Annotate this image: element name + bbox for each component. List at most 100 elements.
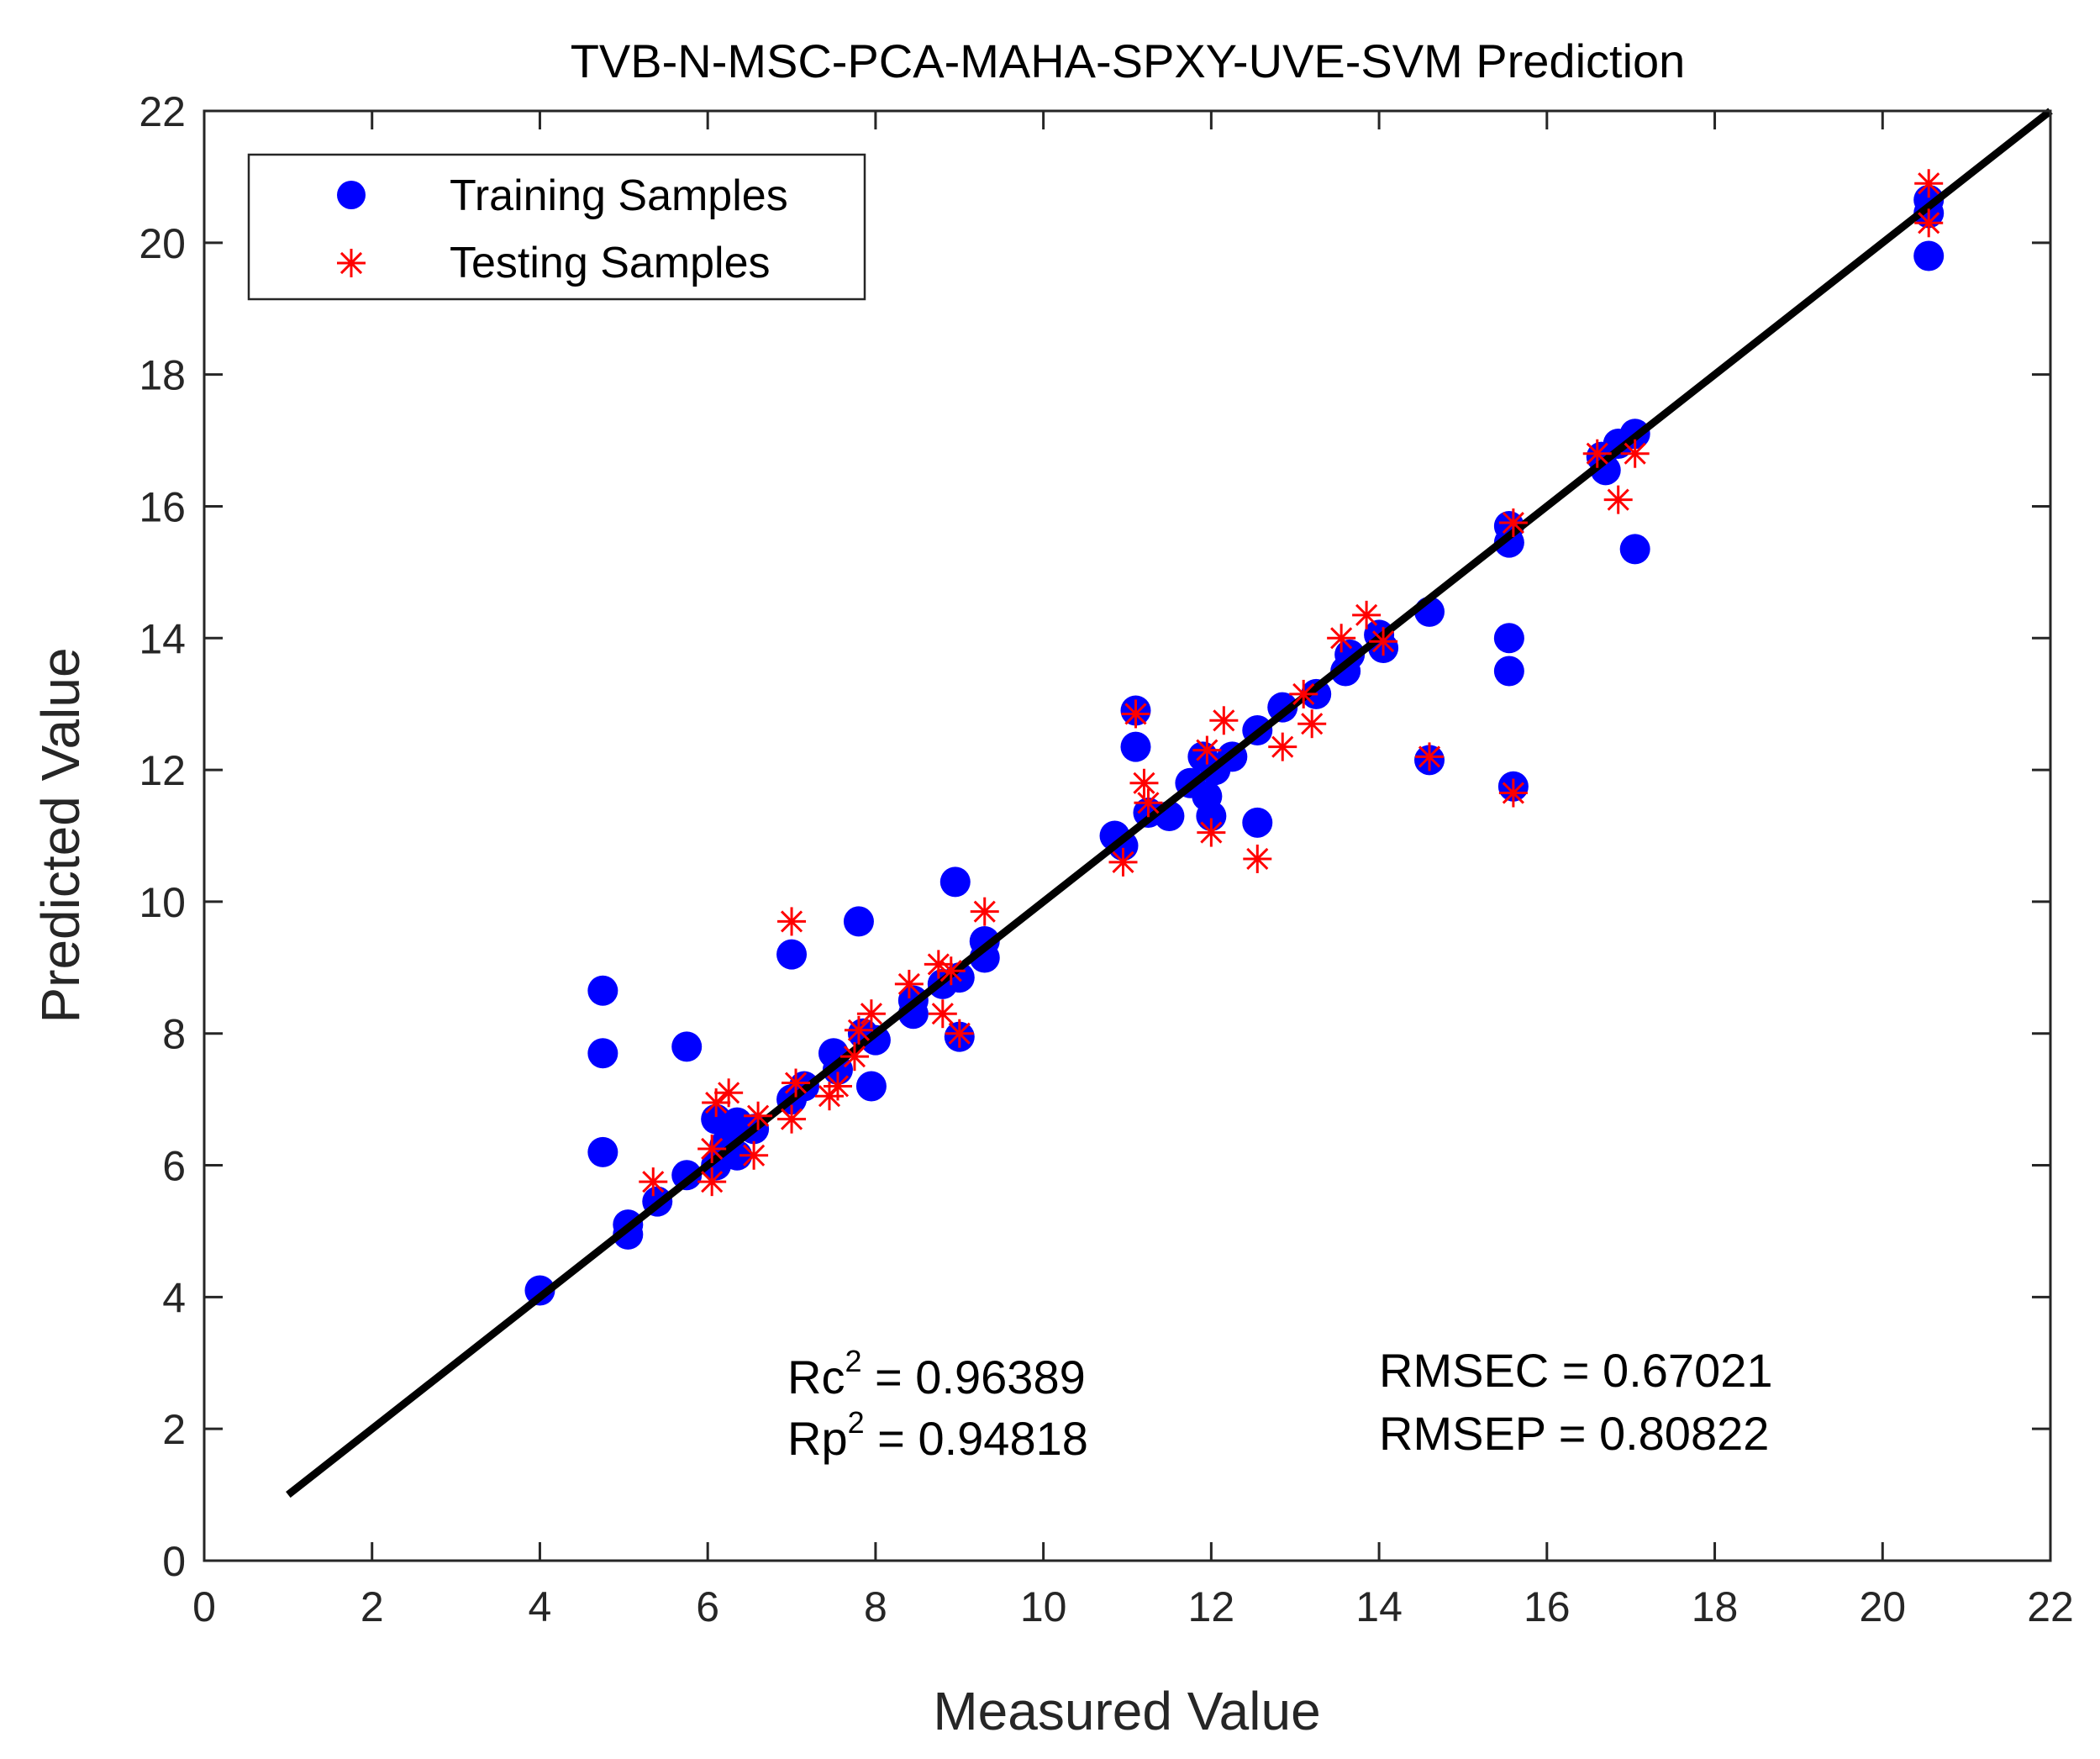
- rmsep-annotation: RMSEP = 0.80822: [1379, 1407, 1769, 1460]
- testing-point: [1582, 439, 1612, 468]
- testing-point: [839, 1042, 869, 1072]
- testing-point: [856, 999, 886, 1029]
- testing-point: [697, 1167, 727, 1197]
- training-point: [1619, 534, 1650, 565]
- rp-exponent: 2: [848, 1405, 865, 1440]
- testing-point: [970, 897, 999, 926]
- testing-point: [1352, 600, 1382, 629]
- testing-point: [639, 1167, 668, 1197]
- testing-point: [823, 1072, 852, 1101]
- training-point: [587, 1136, 618, 1167]
- chart-title: TVB-N-MSC-PCA-MAHA-SPXY-UVE-SVM Predicti…: [571, 34, 1686, 87]
- legend: Training Samples Testing Samples: [247, 153, 866, 301]
- testing-point: [1297, 709, 1327, 739]
- testing-point: [894, 969, 924, 998]
- rp-squared-annotation: Rp2 = 0.94818: [787, 1405, 1088, 1465]
- testing-point: [928, 999, 957, 1029]
- training-point: [1242, 807, 1273, 838]
- training-point: [587, 975, 618, 1006]
- y-tick-label: 18: [139, 352, 186, 399]
- x-tick-label: 12: [1188, 1583, 1235, 1630]
- legend-asterisk: [337, 249, 366, 277]
- testing-point: [1327, 624, 1356, 653]
- rc-value: = 0.96389: [861, 1351, 1085, 1404]
- testing-point: [702, 1088, 731, 1118]
- x-tick-label: 10: [1020, 1583, 1067, 1630]
- y-tick-label: 22: [139, 88, 186, 135]
- testing-point: [1134, 788, 1163, 818]
- training-point: [613, 1219, 644, 1250]
- testing-point: [1289, 679, 1318, 708]
- testing-point: [777, 907, 807, 936]
- x-tick-label: 2: [361, 1583, 384, 1630]
- training-point: [524, 1275, 555, 1306]
- x-tick-label: 6: [696, 1583, 719, 1630]
- x-axis: 0 2 4 6 8 10 12 14 16 18 20 22: [192, 111, 2074, 1630]
- testing-point: [844, 1015, 873, 1045]
- axes-box: [203, 109, 2052, 1562]
- rp-value: = 0.94818: [865, 1412, 1088, 1465]
- x-tick-label: 22: [2027, 1583, 2074, 1630]
- training-point: [671, 1031, 703, 1062]
- training-point: [860, 1024, 891, 1056]
- x-tick-label: 8: [864, 1583, 887, 1630]
- rp-label: Rp: [787, 1412, 848, 1465]
- testing-point: [1415, 742, 1445, 772]
- testing-point: [1129, 768, 1159, 798]
- testing-point: [782, 1068, 811, 1098]
- testing-point: [697, 1134, 727, 1163]
- y-tick-label: 8: [162, 1011, 186, 1058]
- testing-point: [1108, 847, 1138, 877]
- y-tick-label: 10: [139, 879, 186, 926]
- testing-point: [744, 1101, 773, 1130]
- y-tick-label: 14: [139, 615, 186, 662]
- x-tick-label: 0: [192, 1583, 216, 1630]
- legend-training-marker: [337, 181, 366, 209]
- legend-testing-label: Testing Samples: [450, 239, 771, 287]
- legend-testing-marker: [337, 249, 366, 277]
- testing-point: [936, 956, 966, 986]
- training-point: [671, 1160, 703, 1191]
- training-point: [1493, 623, 1524, 654]
- training-point: [1493, 656, 1524, 687]
- rc-squared-annotation: Rc2 = 0.96389: [787, 1344, 1086, 1404]
- training-point: [1493, 527, 1524, 558]
- training-point: [1120, 731, 1151, 762]
- training-point: [855, 1071, 887, 1102]
- training-point: [776, 939, 808, 970]
- reference-line: [286, 108, 2053, 1498]
- x-tick-label: 16: [1524, 1583, 1571, 1630]
- testing-point: [1620, 439, 1650, 468]
- y-tick-label: 16: [139, 483, 186, 530]
- testing-point: [1369, 627, 1398, 656]
- x-tick-label: 14: [1355, 1583, 1403, 1630]
- testing-point: [1197, 818, 1226, 847]
- y-tick-label: 12: [139, 747, 186, 794]
- testing-point: [1498, 778, 1528, 808]
- y-tick-label: 6: [162, 1143, 186, 1190]
- legend-training-label: Training Samples: [450, 171, 788, 220]
- rc-exponent: 2: [845, 1344, 861, 1378]
- training-point: [1913, 240, 1945, 271]
- testing-point: [739, 1140, 769, 1170]
- testing-point: [777, 1104, 807, 1134]
- statistics-annotation: Rc2 = 0.96389 Rp2 = 0.94818 RMSEC = 0.67…: [787, 1344, 1772, 1465]
- testing-point: [1603, 485, 1633, 514]
- training-point: [939, 866, 971, 898]
- training-point: [587, 1038, 618, 1069]
- testing-point: [1121, 699, 1150, 729]
- testing-point: [1209, 706, 1239, 735]
- y-axis-title: Predicted Value: [30, 647, 91, 1023]
- training-point: [1267, 692, 1298, 723]
- y-tick-label: 4: [162, 1274, 186, 1321]
- testing-point: [1914, 169, 1944, 198]
- rmsec-annotation: RMSEC = 0.67021: [1379, 1344, 1772, 1397]
- training-point: [843, 906, 874, 937]
- testing-point: [714, 1078, 744, 1108]
- x-axis-title: Measured Value: [933, 1681, 1320, 1741]
- y-tick-label: 0: [162, 1538, 186, 1585]
- testing-point: [1192, 735, 1222, 765]
- y-tick-label: 20: [139, 220, 186, 267]
- plot-area: [286, 108, 2053, 1498]
